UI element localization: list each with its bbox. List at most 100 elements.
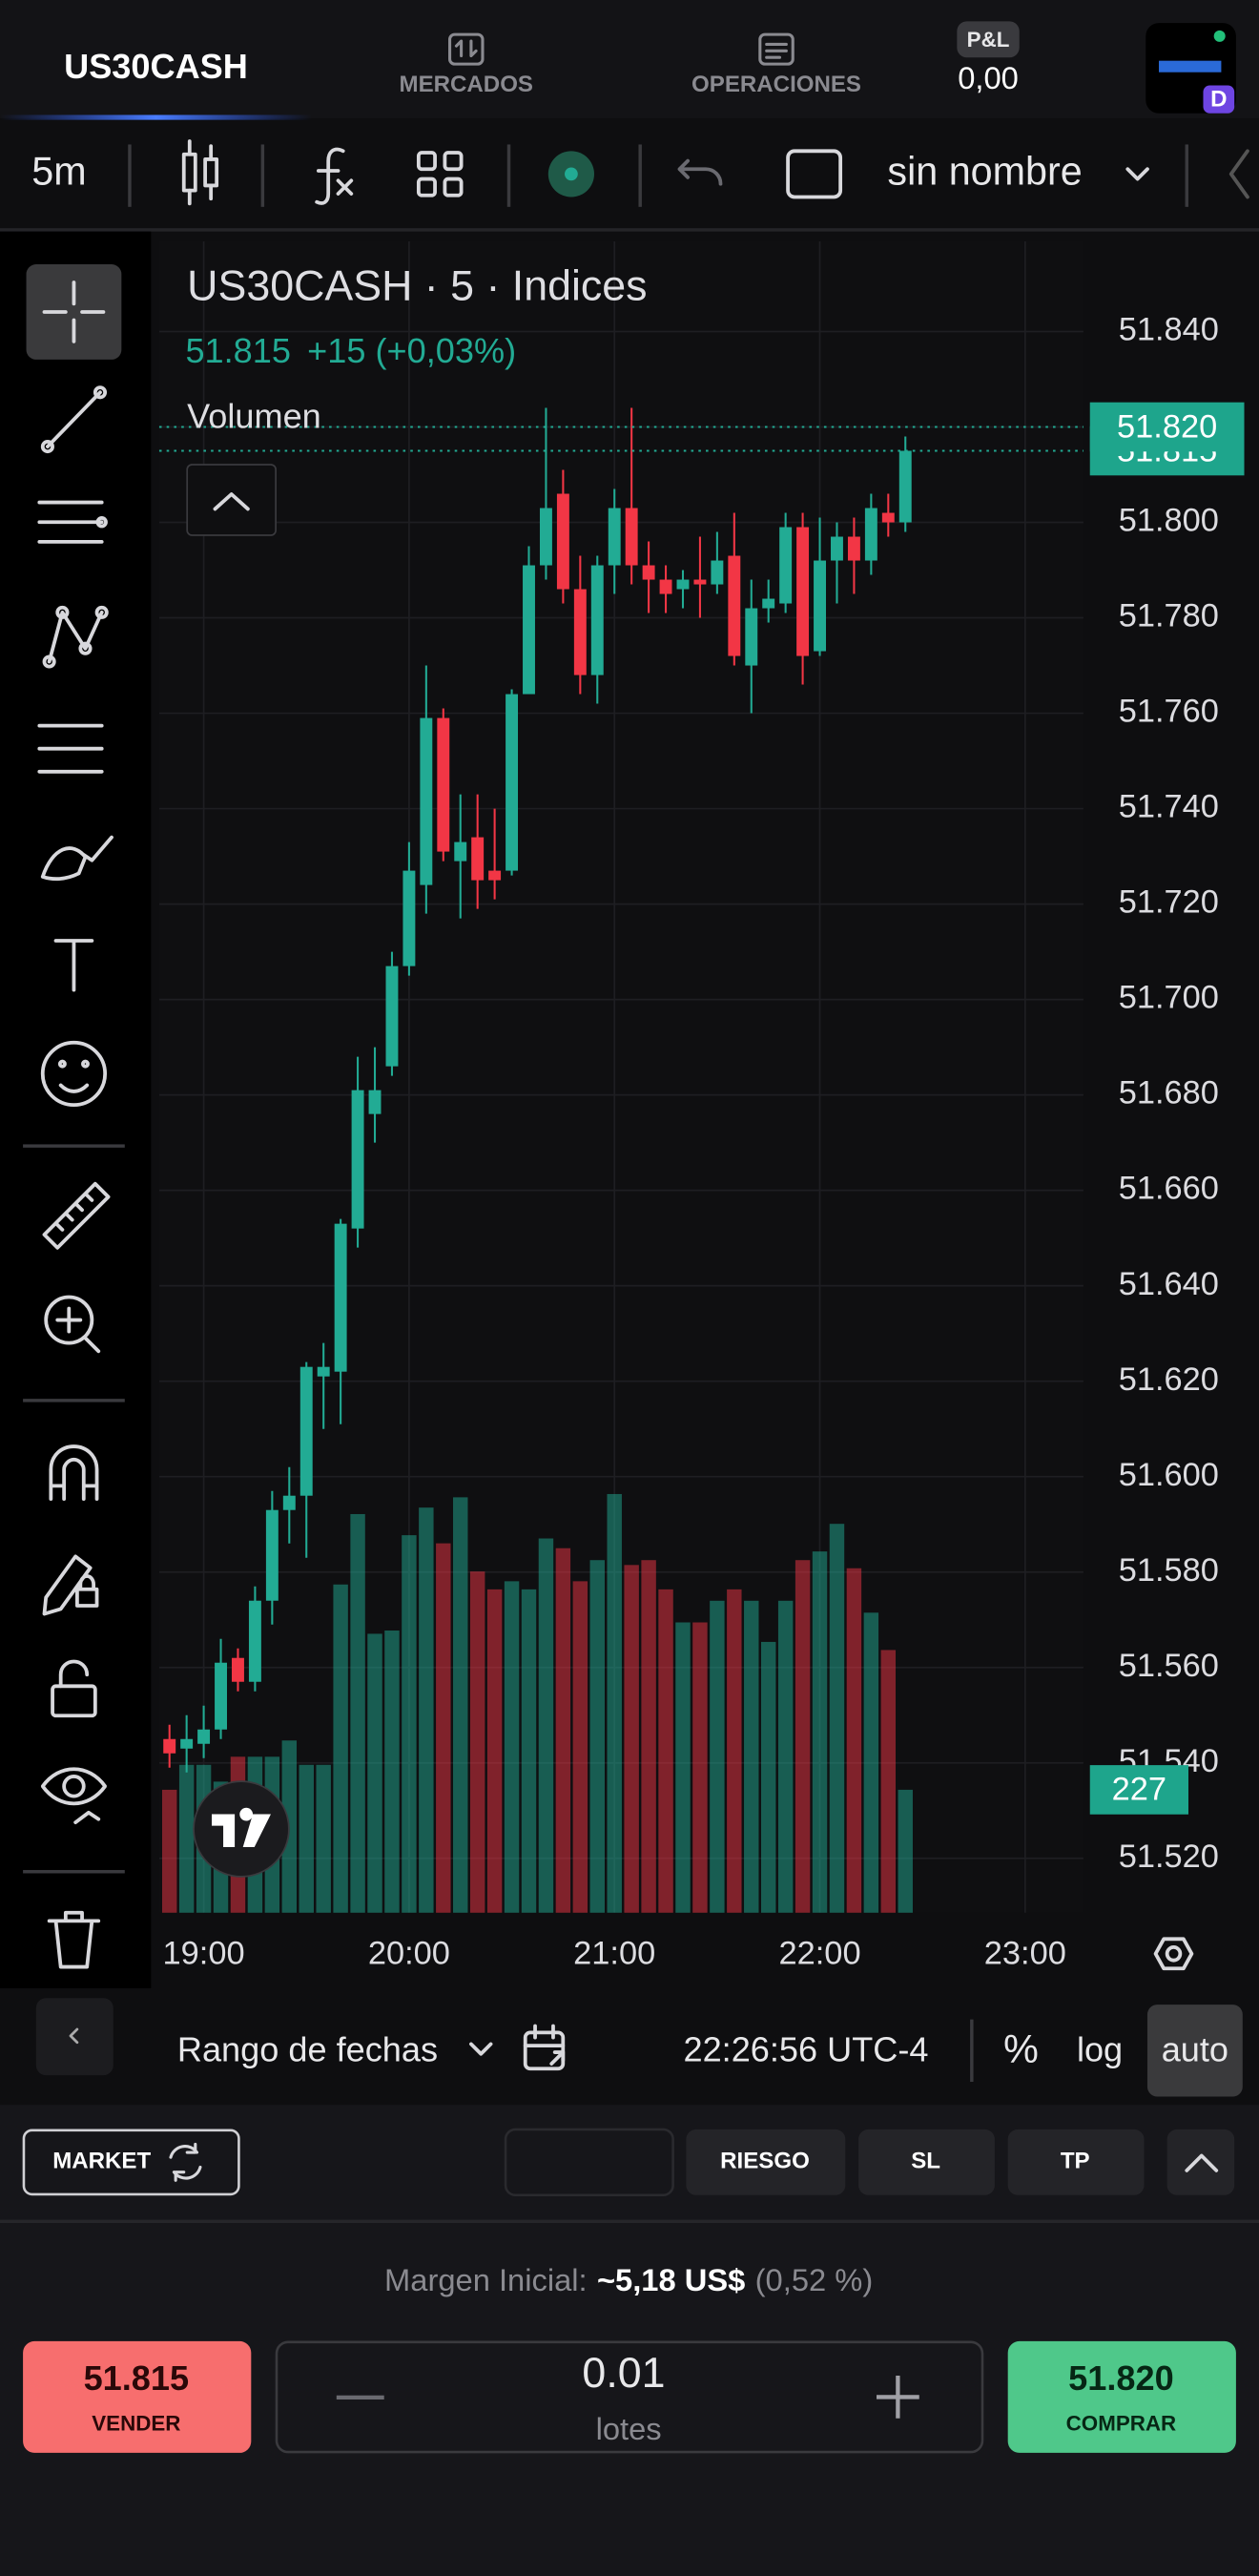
y-tick-label: 51.640	[1119, 1266, 1219, 1302]
axis-settings[interactable]	[1153, 1937, 1194, 1971]
log-toggle[interactable]: log	[1077, 2030, 1123, 2069]
volume-bar	[333, 1584, 348, 1913]
candle-body	[248, 1600, 261, 1682]
chart-name[interactable]: sin nombre	[887, 149, 1082, 193]
collapse-button[interactable]	[186, 464, 277, 536]
y-tick-label: 51.600	[1119, 1457, 1219, 1493]
volume-bar	[161, 1789, 177, 1913]
auto-button[interactable]	[1146, 2005, 1243, 2097]
symbol-tab[interactable]: US30CASH	[64, 47, 248, 86]
percent-toggle[interactable]: %	[1003, 2027, 1039, 2071]
market-button[interactable]	[22, 2129, 240, 2196]
candle-body	[351, 1090, 364, 1229]
back-button[interactable]	[35, 1998, 114, 2076]
x-tick-label: 23:00	[984, 1936, 1066, 1972]
minus-button[interactable]	[336, 2395, 384, 2400]
badge	[1203, 85, 1235, 114]
interval[interactable]: 5m	[31, 149, 86, 193]
volume-bar	[777, 1600, 794, 1913]
candle-body	[711, 560, 724, 585]
volume-bar	[538, 1538, 554, 1913]
volume-bar	[710, 1600, 725, 1913]
y-tick-label: 51.680	[1119, 1075, 1219, 1111]
empty-field[interactable]	[504, 2128, 674, 2197]
candle-body	[265, 1509, 279, 1601]
tp-button[interactable]	[1007, 2129, 1145, 2195]
toolbar-border	[0, 228, 1259, 232]
candle-body	[215, 1662, 227, 1730]
y-tick-label: 51.660	[1119, 1171, 1219, 1207]
expand-chevron	[1185, 2153, 1219, 2172]
candle-body	[693, 579, 707, 585]
volume-bar	[469, 1571, 485, 1913]
clock: 22:26:56 UTC-4	[683, 2030, 928, 2069]
axis-settings-dot	[1165, 1945, 1183, 1963]
candle-body	[402, 870, 416, 966]
sell-button[interactable]	[23, 2340, 252, 2453]
range-chevron	[469, 2042, 493, 2056]
volume-bar	[486, 1589, 503, 1913]
volume-bar	[846, 1568, 862, 1913]
candle-body	[745, 608, 758, 666]
operations-tab[interactable]: OPERACIONES	[691, 72, 861, 97]
candle-body	[506, 694, 519, 871]
candle-body	[590, 565, 604, 675]
fullscreen-icon[interactable]	[786, 149, 843, 199]
logo-mark	[1159, 60, 1222, 73]
volume-bar	[367, 1633, 382, 1913]
risk-button[interactable]	[686, 2129, 846, 2195]
candle-body	[762, 598, 775, 609]
candle-type-icon[interactable]	[181, 139, 219, 206]
tradingview-logo[interactable]	[193, 1780, 290, 1878]
markets-tab[interactable]: MERCADOS	[400, 72, 533, 97]
volume-bar	[829, 1524, 845, 1913]
risk-label: RIESGO	[720, 2149, 810, 2174]
more-icon[interactable]	[1228, 149, 1249, 199]
candle-body	[420, 717, 433, 885]
plus-button[interactable]	[877, 2376, 919, 2419]
volume-bar	[419, 1507, 434, 1913]
candle-body	[625, 508, 638, 566]
volume-bar	[384, 1631, 400, 1913]
tp-label: TP	[1061, 2149, 1090, 2174]
calendar-icon[interactable]	[523, 2024, 566, 2071]
chart-title: US30CASH · 5 · Indices	[187, 262, 647, 310]
tab-indicator	[0, 114, 312, 120]
buy-button[interactable]	[1007, 2340, 1236, 2453]
y-tick-label: 51.740	[1119, 789, 1219, 825]
date-range[interactable]: Rango de fechas	[177, 2030, 438, 2069]
x-tick-label: 21:00	[573, 1936, 655, 1972]
sl-button[interactable]	[858, 2129, 995, 2195]
indicators-icon[interactable]	[315, 147, 354, 205]
candle-body	[881, 512, 895, 523]
candle-body	[299, 1366, 313, 1496]
layout-icon[interactable]	[416, 151, 464, 197]
bottom-bar	[0, 1987, 1259, 2104]
candle-body	[180, 1738, 194, 1749]
volume-bar	[880, 1650, 897, 1913]
candle-body	[814, 560, 826, 652]
y-tick-label: 51.840	[1119, 312, 1219, 348]
candle-body	[282, 1495, 296, 1510]
volume-bar	[555, 1548, 571, 1913]
y-tick-label: 51.720	[1119, 884, 1219, 921]
margin-label: Margen Inicial:	[384, 2262, 588, 2297]
volume-bar	[589, 1560, 605, 1913]
undo-icon[interactable]	[677, 158, 723, 186]
lots-field[interactable]	[275, 2340, 984, 2454]
volume-bar	[812, 1551, 828, 1913]
crosshair-selected[interactable]	[26, 264, 122, 360]
volume-bar	[675, 1622, 691, 1913]
buy-label: COMPRAR	[1066, 2412, 1177, 2436]
pnl-label: P&L	[967, 28, 1010, 52]
drawing-tools	[37, 280, 114, 1969]
volume-bar	[436, 1543, 451, 1913]
ask-price-box	[1089, 402, 1245, 452]
candle-body	[163, 1738, 176, 1754]
market-label: MARKET	[52, 2149, 151, 2174]
header	[0, 0, 1259, 118]
alert-dot	[565, 167, 578, 181]
expand-button[interactable]	[1166, 2129, 1235, 2195]
volume-bar	[760, 1641, 776, 1913]
